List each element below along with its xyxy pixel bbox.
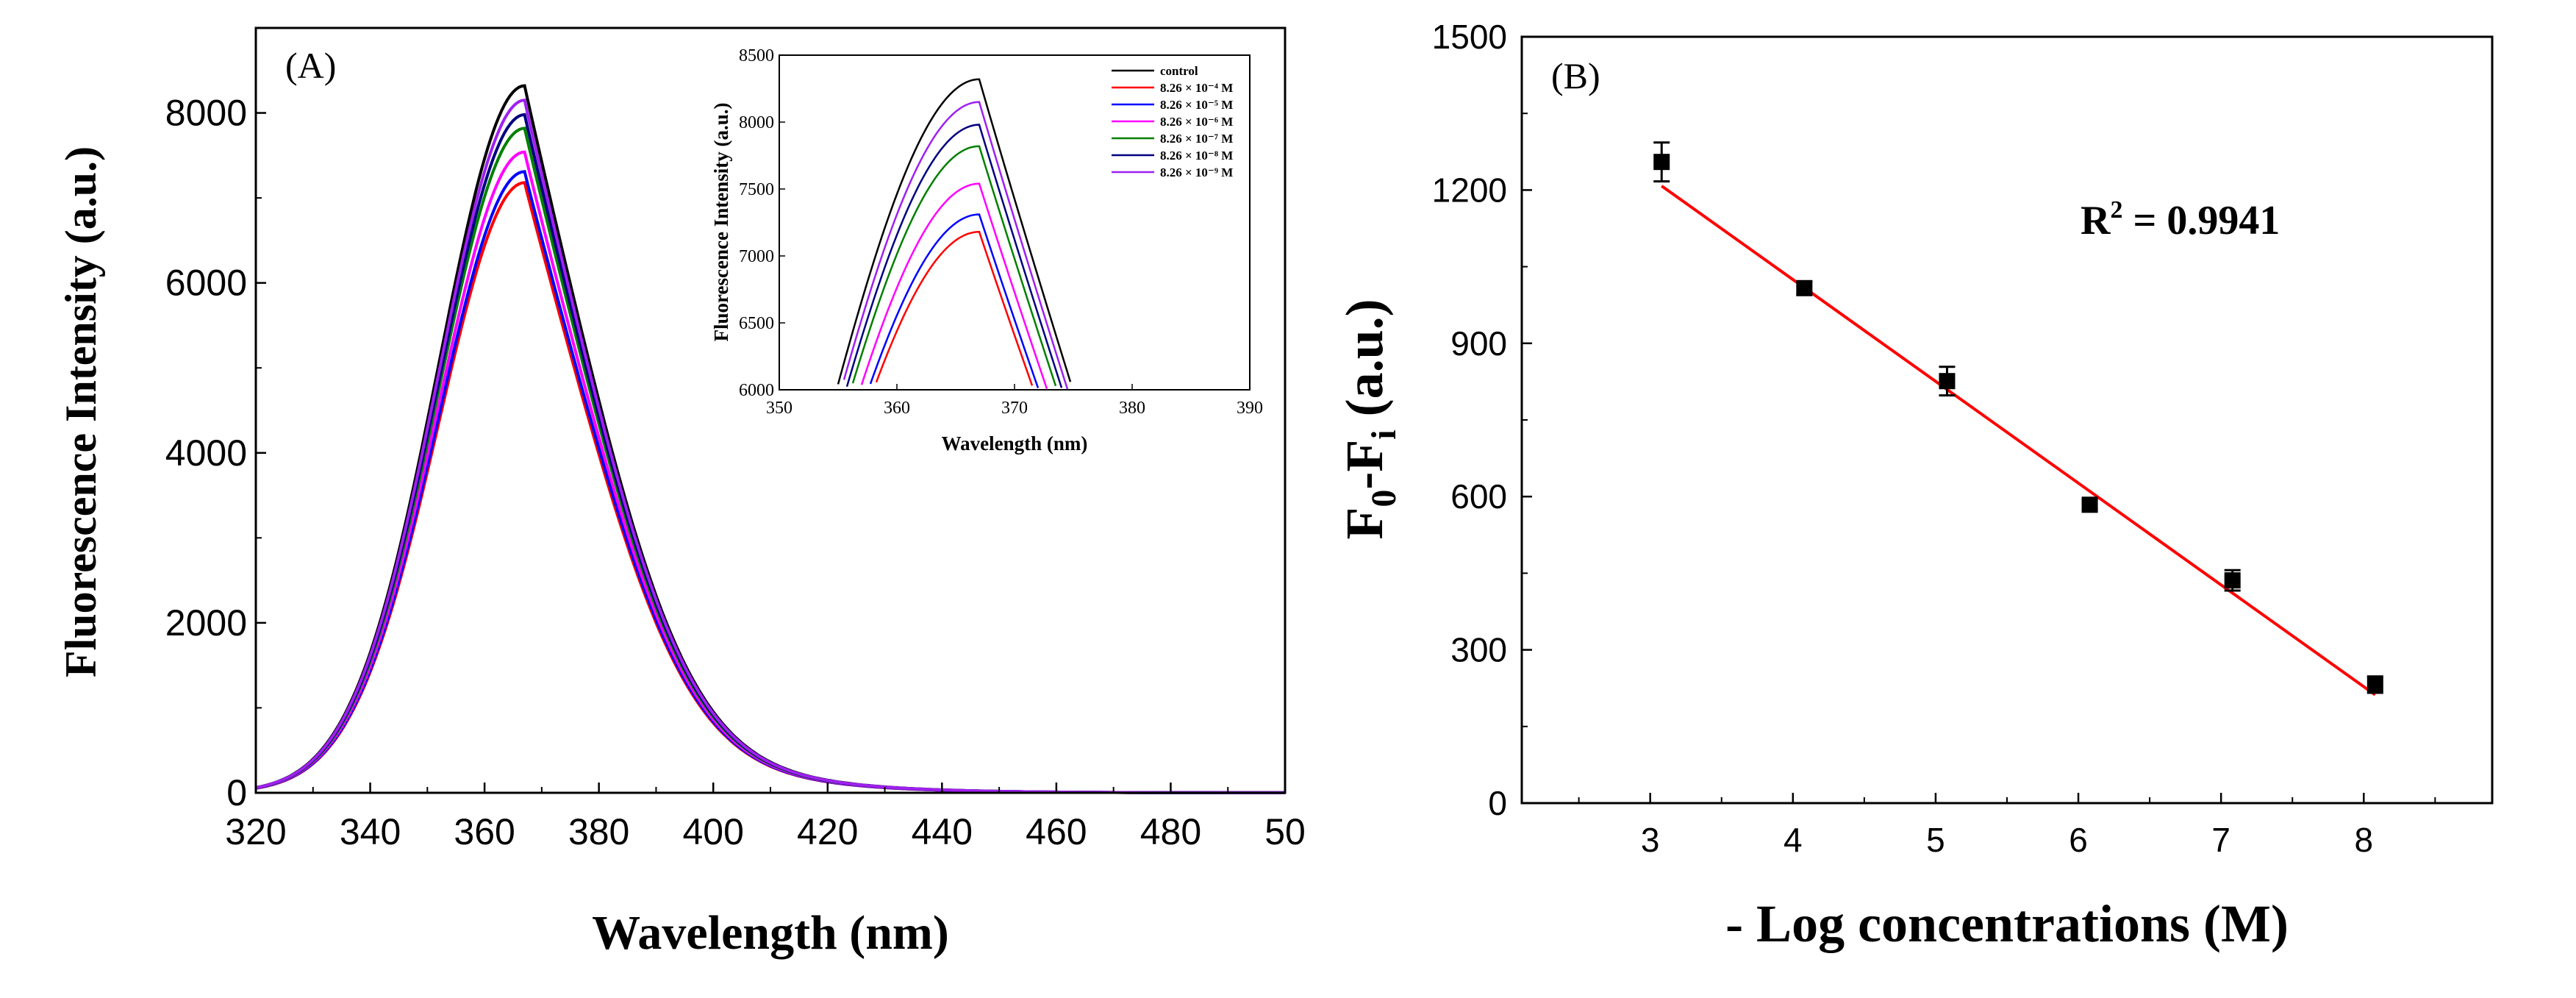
chart-a-panel-label: (A) [285,45,336,86]
chart-b-data-point [1653,154,1670,171]
chart-b-x-tick-label: 5 [1926,821,1945,859]
chart-a-x-tick-label: 440 [912,811,973,852]
chart-b-fit-line [1661,185,2376,696]
inset-legend-label: 8.26 × 10⁻⁶ M [1160,115,1233,129]
chart-b-panel-label: (B) [1551,55,1600,96]
inset-x-tick-label: 370 [1001,399,1028,418]
chart-b-x-tick-label: 6 [2069,821,2088,859]
chart-b-ticks: 3 4 5 6 7 8 0 300 600 900 1200 1500 [1432,18,2436,859]
inset-legend-label: control [1160,64,1198,78]
inset-y-tick-label: 8000 [739,113,774,132]
chart-b-y-tick-label: 300 [1450,631,1507,669]
inset-legend-label: 8.26 × 10⁻⁵ M [1160,98,1233,112]
inset-y-axis-label: Fluorescence Intensity (a.u.) [710,103,732,342]
chart-b-y-tick-label: 1200 [1432,171,1507,209]
inset-x-tick-label: 390 [1237,399,1263,418]
inset-series-line-1 [875,230,1034,386]
inset-series-line-5 [845,124,1063,388]
chart-a-ticks: 320 340 360 380 400 420 440 460 480 5002000400060… [165,93,1306,852]
chart-b-y-tick-label: 0 [1488,784,1507,822]
inset-x-axis-label: Wavelength (nm) [942,432,1088,455]
chart-b-data-point [1939,373,1956,390]
chart-a: 320 340 360 380 400 420 440 460 480 5002000400060… [57,26,1306,960]
chart-b-y-tick-label: 600 [1450,477,1507,516]
inset-curves [837,78,1072,390]
inset-y-tick-label: 6000 [739,381,774,400]
inset-series-line-2 [869,213,1040,388]
chart-a-y-axis-label: Fluorescence Intensity (a.u.) [57,146,105,677]
inset-series-line-0 [837,78,1072,385]
chart-a-y-tick-label: 2000 [165,602,247,644]
chart-b-x-tick-label: 3 [1641,821,1660,859]
chart-a-y-tick-label: 0 [226,772,247,813]
inset-y-tick-label: 7000 [739,247,774,266]
chart-a-curves [255,84,1285,794]
chart-a-x-tick-label: 50 [1264,811,1306,852]
inset-x-tick-label: 350 [766,399,793,418]
chart-a-inset: 350 360 370 380 390600065007000750080008500 … [710,46,1263,455]
chart-a-x-tick-label: 460 [1026,811,1087,852]
chart-b-x-tick-label: 7 [2211,821,2230,859]
chart-b-r-squared: R2 = 0.9941 [2081,196,2280,243]
chart-b-data-point [2224,572,2241,589]
inset-y-tick-label: 6500 [739,314,774,333]
inset-y-tick-label: 7500 [739,180,774,199]
chart-b-data-point [1796,279,1813,296]
chart-a-x-axis-label: Wavelength (nm) [592,906,949,960]
inset-series-line-6 [842,101,1069,390]
chart-b-frame [1520,35,2494,805]
chart-b-y-tick-label: 1500 [1432,18,1507,56]
chart-a-x-tick-label: 360 [454,811,515,852]
inset-legend-label: 8.26 × 10⁻⁸ M [1160,149,1233,163]
inset-legend-label: 8.26 × 10⁻⁷ M [1160,132,1233,146]
chart-a-x-tick-label: 380 [568,811,629,852]
chart-a-x-tick-label: 340 [340,811,401,852]
chart-b-x-axis-label: - Log concentrations (M) [1725,894,2289,953]
chart-b: 3 4 5 6 7 8 0 300 600 900 1200 1500 (B) R2 = 0.9941… [1335,18,2494,953]
chart-b-x-tick-label: 8 [2354,821,2373,859]
chart-a-y-tick-label: 4000 [165,432,247,474]
chart-b-y-axis-label: F0-Fi (a.u.) [1335,299,1403,539]
chart-b-data-point [2081,496,2098,513]
chart-a-y-tick-label: 6000 [165,263,247,304]
inset-legend: control 8.26 × 10⁻⁴ M 8.26 × 10⁻⁵ M 8.26 × … [1112,64,1233,179]
inset-ticks: 350 360 370 380 390 6000 6500 7000 7500 8000 8500 [739,46,1263,418]
chart-a-x-tick-label: 400 [683,811,744,852]
chart-a-x-tick-label: 420 [797,811,858,852]
chart-b-data-point [2366,676,2383,693]
chart-b-points [1653,141,2383,694]
chart-a-y-tick-label: 8000 [165,93,247,134]
chart-b-fit [1661,185,2376,696]
inset-series-line-4 [851,145,1057,387]
chart-b-y-tick-label: 900 [1450,324,1507,363]
chart-b-x-tick-label: 4 [1783,821,1803,859]
inset-series-line-3 [860,182,1048,390]
inset-legend-label: 8.26 × 10⁻⁹ M [1160,165,1233,179]
inset-legend-label: 8.26 × 10⁻⁴ M [1160,81,1233,95]
inset-x-tick-label: 360 [884,399,910,418]
inset-x-tick-label: 380 [1119,399,1145,418]
chart-a-x-tick-label: 480 [1140,811,1201,852]
chart-a-x-tick-label: 320 [225,811,286,852]
inset-y-tick-label: 8500 [739,46,774,65]
